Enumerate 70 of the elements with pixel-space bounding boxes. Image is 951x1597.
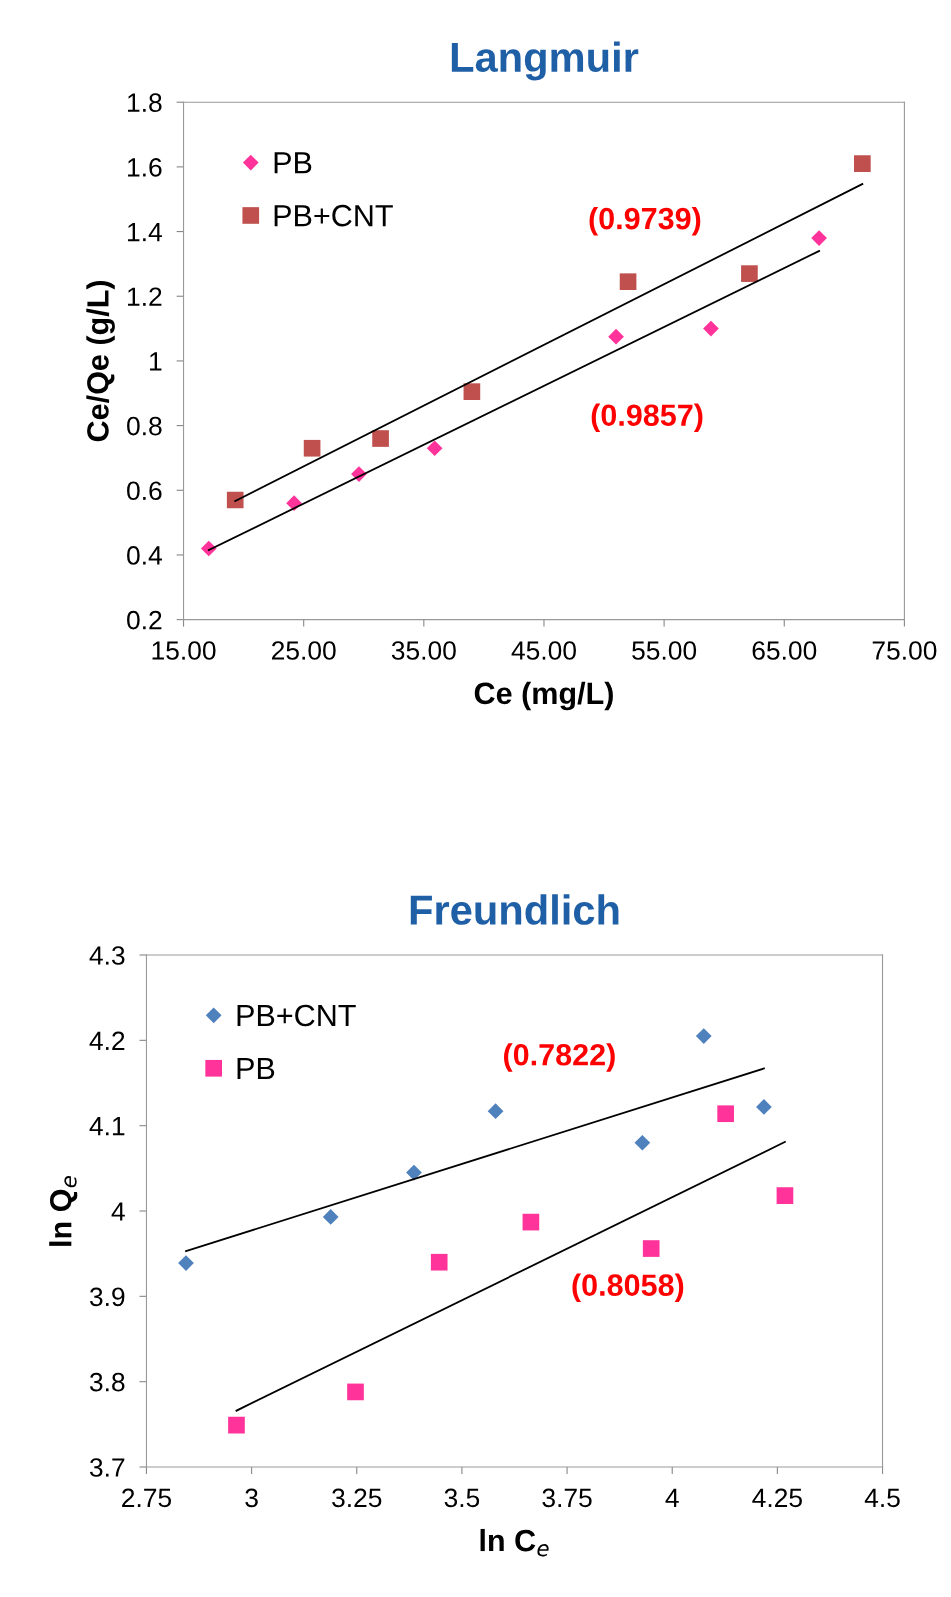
point [430,1253,448,1271]
x-tick-label: 4.5 [864,1488,900,1508]
point [811,230,827,246]
x-axis-title: Ce (mg/L) [474,681,613,711]
x-tick-label: 2.75 [122,1488,172,1508]
annotation: (0.7822) [504,1043,615,1072]
point [756,1099,772,1115]
point [522,1213,540,1231]
point [487,1103,504,1120]
y-axis-title: ln Q$_{e}$ [49,1176,78,1246]
x-axis-title: ln C$_{e}$ [480,1528,549,1557]
point [619,273,637,291]
y-tick-label: 4 [111,1202,125,1221]
point [303,439,321,457]
point [741,265,758,282]
point [703,320,719,337]
point [406,1164,422,1181]
x-tick-label: 4 [665,1488,679,1507]
annotation: (0.9857) [591,403,703,433]
point [642,1240,660,1257]
point [695,1028,712,1044]
point [608,328,624,345]
point [178,1255,194,1271]
y-tick-label: 1.8 [128,93,162,113]
y-tick-label: 1.4 [128,222,162,242]
x-tick-label: 4.25 [752,1488,802,1508]
legend-label: PB+CNT [237,1004,356,1027]
y-tick-label: 4.2 [89,1031,125,1050]
x-tick-label: 3.75 [542,1488,592,1508]
point [426,440,443,457]
point [347,1383,364,1401]
y-tick-label: 1.6 [128,158,162,177]
annotation: (0.8058) [572,1273,684,1303]
y-tick-label: 1 [150,352,162,371]
y-tick-label: 0.4 [127,546,162,565]
x-tick-label: 35.00 [391,641,456,660]
legend-label: PB+CNT [274,204,393,227]
point [463,383,481,400]
x-tick-label: 15.00 [152,641,216,660]
y-tick-label: 3.9 [89,1287,125,1307]
y-tick-label: 4.1 [89,1117,125,1136]
x-tick-label: 3 [245,1488,258,1508]
y-tick-label: 0.6 [127,481,162,501]
x-tick-label: 45.00 [511,641,576,660]
legend-label: PB [237,1057,275,1079]
point [776,1187,794,1204]
point [717,1105,734,1123]
point [854,155,871,172]
x-tick-label: 75.00 [872,641,937,660]
x-tick-label: 55.00 [632,641,697,660]
point [322,1209,339,1225]
point [634,1134,651,1151]
y-tick-label: 3.7 [89,1458,125,1477]
point [226,491,244,509]
x-tick-label: 25.00 [272,641,336,660]
point [372,430,389,447]
chart-title: Freundlich [410,894,619,925]
point [228,1416,245,1434]
y-tick-label: 4.3 [89,946,125,965]
y-tick-label: 1.2 [128,287,162,306]
y-tick-label: 0.8 [127,416,162,436]
annotation: (0.9739) [589,206,701,236]
x-tick-label: 65.00 [752,641,817,660]
chart-title: Langmuir [451,41,639,81]
x-tick-label: 3.25 [332,1488,382,1508]
x-tick-label: 3.5 [444,1488,480,1508]
legend-label: PB [274,152,312,174]
y-tick-label: 0.2 [127,610,162,630]
y-tick-label: 3.8 [89,1372,125,1392]
y-axis-title: Ce/Qe (g/L) [86,280,115,442]
